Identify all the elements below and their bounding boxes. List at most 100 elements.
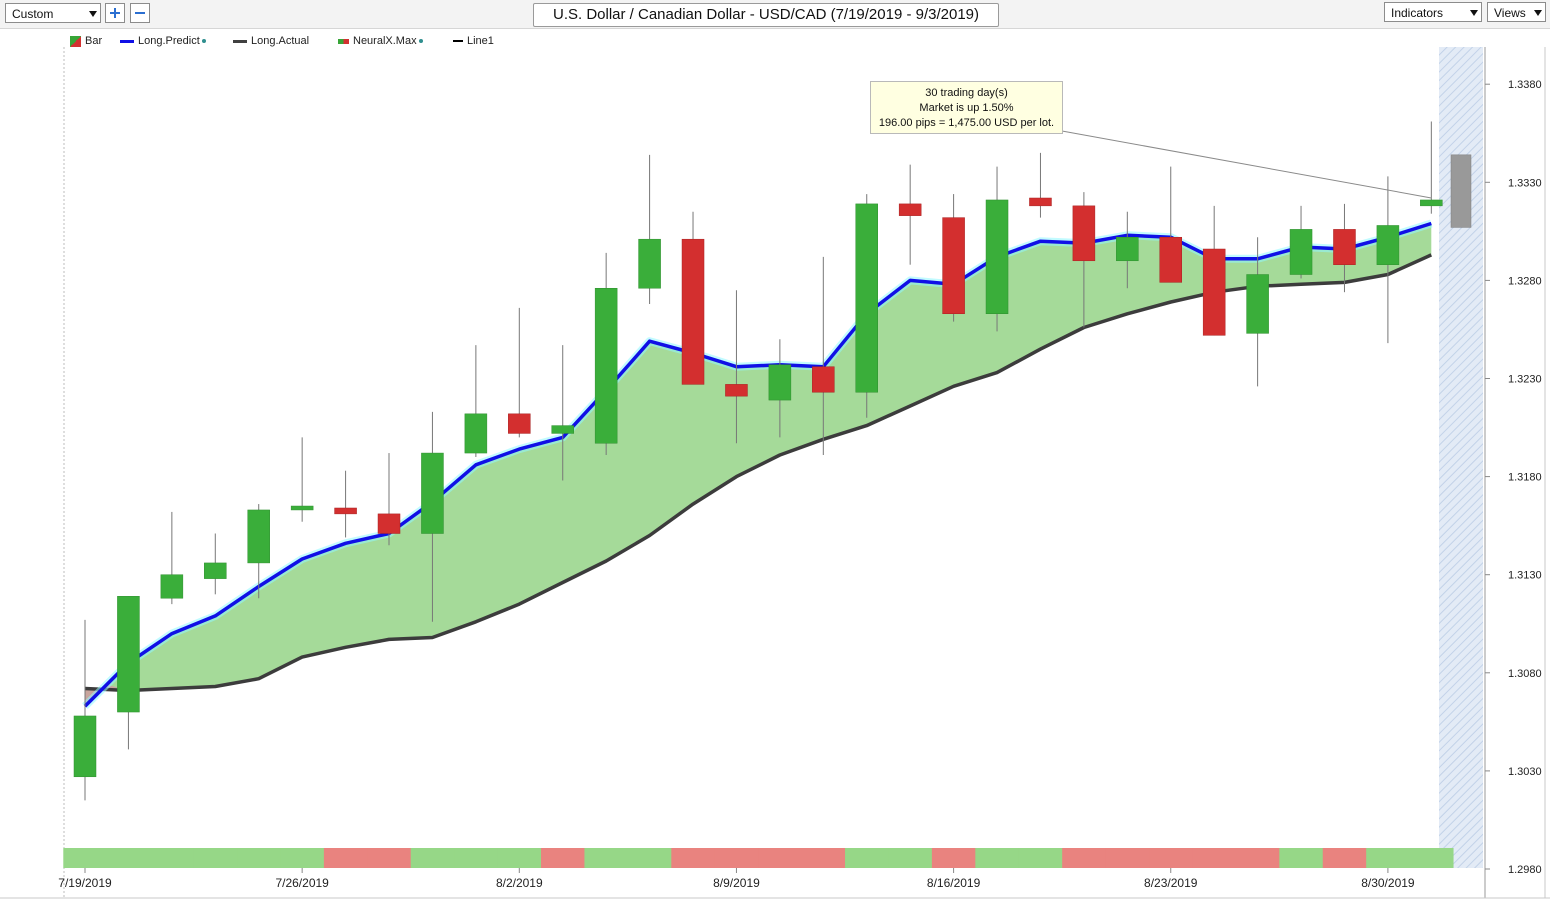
candle-down[interactable]	[681, 238, 705, 385]
legend-label: Long.Actual	[251, 35, 310, 47]
zoom-in-button[interactable]	[105, 3, 125, 23]
neural-strip-up	[497, 848, 542, 868]
neural-strip-up	[150, 848, 195, 868]
legend-item-bar[interactable]: Bar	[70, 33, 102, 49]
candle-down[interactable]	[942, 217, 965, 315]
chevron-down-icon	[1470, 10, 1478, 16]
candle-up[interactable]	[768, 364, 792, 401]
legend-item-neuralx-max[interactable]: NeuralX.Max	[338, 33, 423, 49]
neural-strip-down	[1235, 848, 1280, 868]
candle-down[interactable]	[334, 507, 357, 515]
y-tick-label: 1.3130	[1508, 570, 1542, 582]
candle-down[interactable]	[898, 203, 922, 216]
candle-up[interactable]	[855, 203, 878, 393]
preset-select-value: Custom	[12, 7, 54, 21]
candle-up[interactable]	[117, 596, 140, 713]
zoom-out-button[interactable]	[130, 3, 150, 23]
candle-down[interactable]	[725, 384, 748, 397]
neural-strip-up	[584, 848, 629, 868]
neural-strip-up	[888, 848, 933, 868]
y-tick-label: 1.3380	[1508, 79, 1542, 91]
forecast-bar[interactable]	[1450, 154, 1472, 228]
candle-down[interactable]	[812, 366, 835, 393]
candle-up[interactable]	[1289, 229, 1313, 275]
legend-label: Bar	[85, 35, 103, 47]
toolbar: Custom U.S. Dollar / Canadian Dollar - U…	[0, 0, 1550, 29]
neural-strip-down	[323, 848, 368, 868]
x-tick-label: 7/19/2019	[58, 876, 112, 890]
neural-strip-down	[1192, 848, 1237, 868]
legend-label: Long.Predict	[138, 35, 200, 47]
neural-strip-down	[1322, 848, 1367, 868]
candle-up[interactable]	[551, 425, 574, 434]
candle-up[interactable]	[594, 287, 618, 444]
neural-strip-up	[237, 848, 281, 868]
legend-label: Line1	[467, 35, 494, 47]
tooltip-leader-line	[1061, 130, 1432, 199]
candle-up[interactable]	[160, 574, 184, 599]
candle-down[interactable]	[1333, 229, 1356, 265]
preset-select[interactable]: Custom	[5, 3, 101, 23]
candle-down[interactable]	[1029, 197, 1052, 207]
neural-strip-up	[410, 848, 455, 868]
views-dropdown[interactable]: Views	[1487, 2, 1546, 22]
legend-label: NeuralX.Max	[353, 35, 417, 47]
dot-icon	[201, 39, 206, 44]
dark-line-icon	[233, 39, 247, 43]
candle-up[interactable]	[204, 562, 227, 579]
neural-strip-up	[1018, 848, 1063, 868]
candle-up[interactable]	[73, 715, 97, 778]
neural-strip-down	[1105, 848, 1150, 868]
minus-icon	[135, 12, 145, 14]
legend-item-long-predict[interactable]: Long.Predict	[120, 33, 206, 49]
candle-up[interactable]	[638, 238, 661, 289]
candle-up[interactable]	[1246, 274, 1269, 334]
legend-item-long-actual[interactable]: Long.Actual	[233, 33, 309, 49]
chart-title: U.S. Dollar / Canadian Dollar - USD/CAD …	[533, 3, 999, 27]
neural-strip-up	[1279, 848, 1324, 868]
tooltip-days: 30 trading day(s)	[925, 87, 1008, 99]
candle-up[interactable]	[464, 413, 488, 454]
tooltip-pips: 196.00 pips = 1,475.00 USD per lot.	[878, 117, 1055, 129]
x-tick-label: 8/23/2019	[1144, 876, 1198, 890]
candle-down[interactable]	[1202, 248, 1226, 336]
neural-strip-down	[801, 848, 846, 868]
candle-down[interactable]	[1159, 236, 1182, 283]
x-tick-label: 8/16/2019	[927, 876, 981, 890]
candle-up[interactable]	[290, 505, 314, 511]
neural-strip-down	[367, 848, 412, 868]
neural-strip-up	[280, 848, 325, 868]
neural-swatch-icon	[338, 38, 349, 44]
candle-up[interactable]	[1420, 199, 1443, 207]
y-tick-label: 1.3180	[1508, 472, 1542, 484]
neural-strip-down	[931, 848, 976, 868]
candle-up[interactable]	[1376, 225, 1400, 265]
candle-down[interactable]	[508, 413, 531, 434]
candle-up[interactable]	[247, 509, 270, 564]
bar-swatch-icon	[70, 35, 81, 47]
trade-summary-tooltip: 30 trading day(s) Market is up 1.50% 196…	[870, 81, 1063, 134]
neural-strip-down	[1062, 848, 1107, 868]
x-tick-label: 8/9/2019	[713, 876, 760, 890]
candle-up[interactable]	[1116, 236, 1139, 262]
indicators-label: Indicators	[1391, 6, 1444, 20]
legend-item-line1[interactable]: Line1	[453, 33, 494, 49]
candle-down[interactable]	[377, 513, 401, 534]
neural-strip-up	[845, 848, 889, 868]
candle-down[interactable]	[1072, 205, 1096, 262]
views-label: Views	[1494, 6, 1526, 20]
x-tick-label: 8/2/2019	[496, 876, 543, 890]
candle-up[interactable]	[985, 199, 1009, 315]
indicators-dropdown[interactable]: Indicators	[1384, 2, 1482, 22]
y-tick-label: 1.2980	[1508, 864, 1542, 876]
neural-strip-down	[714, 848, 759, 868]
neural-strip-up	[63, 848, 108, 868]
blue-line-icon	[120, 39, 134, 43]
y-tick-label: 1.3280	[1508, 275, 1542, 287]
y-tick-label: 1.3080	[1508, 668, 1542, 680]
neural-strip-up	[975, 848, 1020, 868]
black-line-icon	[453, 40, 463, 43]
candle-up[interactable]	[421, 452, 444, 534]
